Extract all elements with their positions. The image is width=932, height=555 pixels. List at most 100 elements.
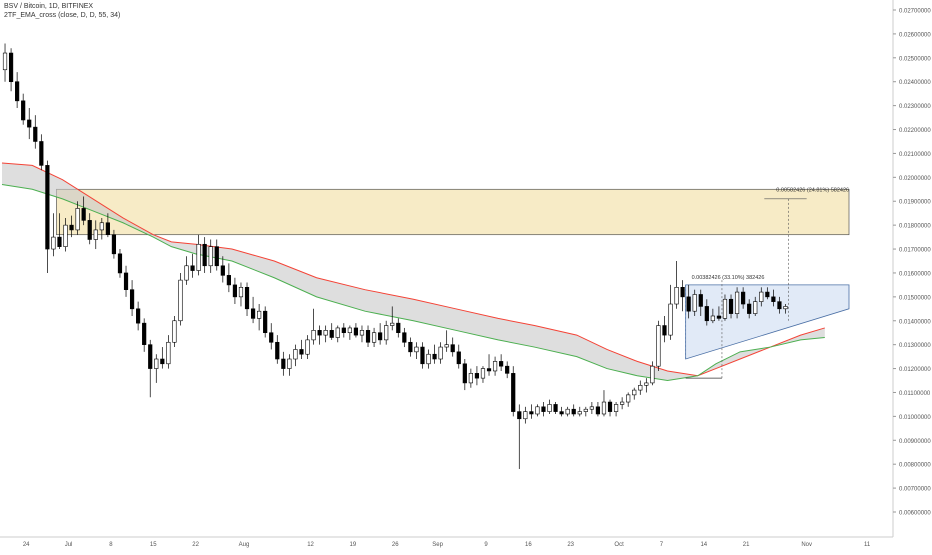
candle-body: [698, 294, 703, 307]
candle-body: [311, 330, 316, 341]
candle-body: [136, 308, 141, 324]
candle-body: [142, 322, 147, 345]
candle-body: [511, 373, 516, 412]
y-tick-label: 0.00700000: [899, 487, 931, 493]
candle-body: [438, 346, 443, 360]
candle-body: [244, 286, 250, 310]
candle-body: [565, 408, 570, 415]
candle-body: [365, 330, 371, 343]
candle-body: [371, 332, 377, 343]
candle-body: [347, 327, 352, 334]
candle-body: [499, 361, 504, 367]
candle-body: [656, 325, 661, 367]
candle-body: [123, 272, 129, 290]
y-tick-label: 0.00600000: [899, 511, 931, 517]
candle-body: [275, 341, 280, 360]
candle-body: [632, 389, 637, 396]
x-tick-label: 11: [864, 542, 871, 548]
candle-body: [69, 224, 74, 231]
indicator-label: 2TF_EMA_cross (close, D, D, 55, 34): [4, 12, 121, 19]
candle-body: [432, 353, 437, 360]
candle-body: [765, 291, 770, 298]
candle-body: [462, 363, 467, 384]
candle-body: [287, 358, 292, 369]
y-tick-label: 0.00900000: [899, 439, 931, 445]
candle-body: [674, 286, 679, 305]
candle-body: [384, 325, 389, 341]
x-tick-label: 7: [660, 542, 664, 548]
candle-body: [553, 404, 558, 412]
candle-body: [686, 296, 691, 312]
measure-label-upper: 0.00582426 (24.81%) 582426: [776, 187, 849, 193]
candle-body: [160, 358, 165, 365]
candle-body: [583, 408, 588, 412]
x-tick-label: 16: [525, 542, 532, 548]
candle-body: [662, 325, 667, 336]
candle-body: [396, 322, 401, 334]
candle-body: [523, 411, 528, 420]
candle-body: [492, 361, 498, 372]
candle-body: [638, 385, 643, 391]
candle-body: [226, 275, 231, 286]
candle-body: [547, 404, 552, 412]
y-tick-label: 0.00800000: [899, 463, 931, 469]
candle-body: [607, 401, 613, 412]
candle-body: [39, 141, 44, 166]
candle-body: [777, 301, 782, 310]
y-tick-label: 0.02400000: [899, 80, 931, 86]
candle-body: [202, 243, 207, 267]
measure-label-lower: 0.00382426 (33.10%) 382426: [692, 275, 765, 281]
x-tick-label: 26: [392, 542, 399, 548]
y-tick-label: 0.01600000: [899, 271, 931, 277]
candle-body: [668, 303, 673, 336]
candle-body: [117, 253, 123, 274]
candle-body: [486, 368, 492, 372]
candle-body: [148, 344, 153, 369]
candle-body: [505, 365, 510, 374]
candle-body: [626, 394, 631, 403]
x-tick-label: Jul: [65, 542, 73, 548]
y-tick-label: 0.02100000: [899, 152, 931, 158]
candle-body: [15, 81, 20, 102]
candle-body: [99, 222, 104, 231]
x-tick-label: 15: [150, 542, 157, 548]
y-tick-label: 0.02600000: [899, 32, 931, 38]
candle-body: [722, 298, 728, 319]
candle-body: [269, 332, 274, 343]
chart-title: BSV / Bitcoin, 1D, BITFINEX: [4, 3, 94, 10]
candle-body: [517, 411, 522, 420]
candle-body: [190, 265, 195, 271]
candle-body: [299, 349, 304, 355]
candle-body: [535, 406, 540, 415]
x-tick-label: Aug: [239, 542, 250, 548]
candle-body: [559, 411, 564, 415]
candle-body: [93, 229, 98, 240]
candle-body: [456, 351, 461, 365]
y-tick-label: 0.01700000: [899, 248, 931, 254]
candle-body: [323, 330, 328, 336]
candle-body: [378, 332, 383, 341]
x-tick-label: 9: [484, 542, 488, 548]
candle-body: [154, 358, 159, 369]
candle-body: [184, 265, 189, 281]
y-tick-label: 0.02200000: [899, 128, 931, 134]
candle-body: [111, 234, 117, 255]
ema-fast-line: [1, 184, 825, 382]
candle-body: [747, 303, 752, 314]
candle-body: [21, 100, 26, 121]
candle-body: [51, 236, 56, 250]
candle-body: [571, 408, 576, 415]
y-tick-label: 0.01200000: [899, 367, 931, 373]
candle-body: [214, 246, 219, 267]
candle-body: [359, 330, 365, 336]
candle-body: [317, 330, 322, 336]
candle-body: [75, 208, 80, 231]
candle-body: [710, 315, 715, 322]
y-tick-label: 0.01800000: [899, 224, 931, 230]
candle-body: [293, 349, 298, 360]
x-tick-label: Nov: [801, 542, 812, 548]
y-tick-label: 0.01500000: [899, 295, 931, 301]
candle-body: [390, 322, 395, 326]
candle-body: [250, 308, 256, 319]
